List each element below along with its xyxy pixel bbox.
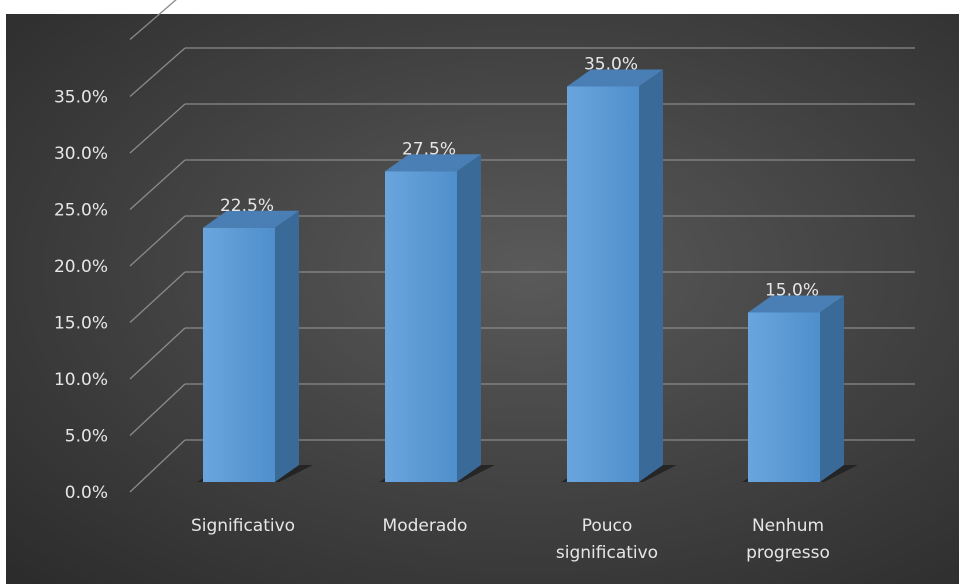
bar-side: [457, 154, 481, 482]
gridline-diagonal: [129, 103, 186, 154]
x-category-label: Significativo: [191, 516, 295, 536]
bar-top: [567, 69, 663, 87]
gridline-diagonal: [129, 271, 186, 323]
y-tick-label: 15.0%: [54, 314, 108, 334]
x-category-label: Pouco significativo: [556, 516, 658, 563]
y-axis-ticks: 0.0% 5.0% 10.0% 15.0% 20.0% 25.0% 30.0% 35.0%: [54, 88, 108, 504]
bar: [203, 210, 299, 482]
data-label: 15.0%: [765, 281, 819, 301]
bar-front: [748, 312, 820, 482]
gridline-diagonal: [129, 327, 186, 380]
gridline-diagonal: [129, 383, 186, 436]
x-category-label: Moderado: [383, 516, 468, 536]
bar-side: [275, 210, 299, 482]
bar: [748, 295, 844, 482]
data-label: 22.5%: [220, 196, 274, 216]
gridline-diagonal: [129, 159, 186, 210]
bar-front: [385, 171, 457, 482]
bar: [385, 154, 481, 482]
data-label: 35.0%: [584, 55, 638, 75]
bar-top: [385, 154, 481, 172]
bars: [203, 69, 844, 482]
y-tick-label: 0.0%: [65, 483, 108, 503]
y-tick-label: 30.0%: [54, 144, 108, 164]
y-tick-label: 25.0%: [54, 201, 108, 221]
data-labels: 22.5% 27.5% 35.0% 15.0%: [220, 55, 819, 301]
bar-top: [203, 210, 299, 228]
bar-front: [203, 227, 275, 482]
x-axis-categories: Significativo Moderado Pouco significativo N…: [191, 516, 830, 563]
y-tick-label: 20.0%: [54, 257, 108, 277]
gridline-diagonal: [129, 439, 186, 493]
gridline-diagonal: [129, 47, 186, 97]
y-tick-label: 5.0%: [65, 427, 108, 447]
data-label: 27.5%: [402, 139, 456, 159]
bar-top: [748, 295, 844, 313]
gridline-diagonal: [129, 0, 177, 40]
bar-side: [820, 295, 844, 482]
gridline-diagonal: [129, 215, 186, 267]
gridlines: [129, 0, 915, 493]
bar-front: [567, 86, 639, 482]
bar-side: [639, 69, 663, 482]
y-tick-label: 35.0%: [54, 88, 108, 108]
y-tick-label: 10.0%: [54, 370, 108, 390]
bar: [567, 69, 663, 482]
x-category-label: Nenhum progresso: [746, 516, 830, 563]
